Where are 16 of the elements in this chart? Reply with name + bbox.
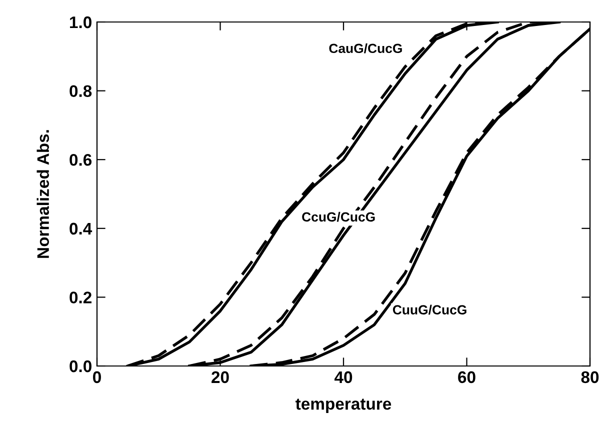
x-tick-label: 80 [581,371,599,384]
x-tick-label: 60 [458,371,476,384]
y-tick-label: 0.8 [70,85,92,98]
annotation: CcuG/CucG [302,212,375,222]
y-axis-title: Normalized Abs. [36,130,50,258]
x-tick-label: 20 [212,371,229,384]
annotation: CuuG/CucG [392,304,466,315]
annotation: CauG/CucG [329,43,402,54]
y-tick-label: 0.2 [70,292,92,304]
x-axis-title: temperature [296,398,392,414]
y-tick-label: 0.4 [70,222,92,235]
y-tick-label: 1.0 [70,16,92,28]
x-tick-label: 40 [334,371,352,384]
y-tick-label: 0.6 [70,154,92,166]
x-tick-label: 0 [93,371,101,384]
y-tick-label: 0.0 [70,360,92,372]
